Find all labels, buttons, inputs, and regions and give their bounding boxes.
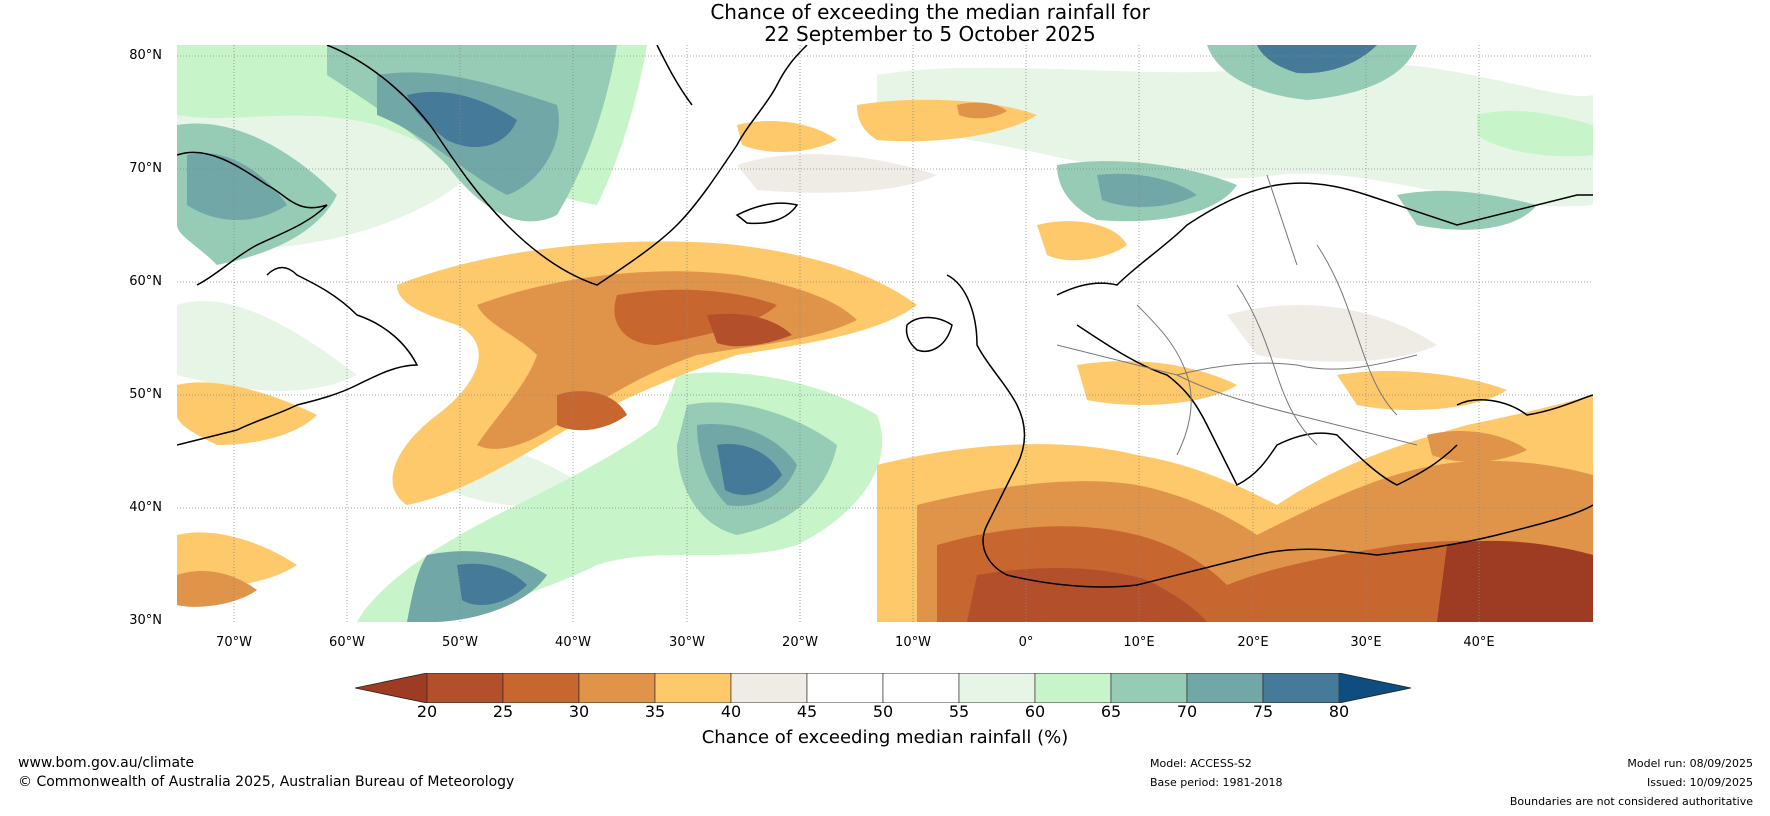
- colorbar-outline: [355, 673, 1412, 703]
- colorbar-segment: [1186, 673, 1264, 703]
- colorbar-tick-label: 40: [720, 702, 742, 721]
- model-text: Model: ACCESS-S2: [1150, 757, 1252, 770]
- latitude-label: 80°N: [129, 48, 162, 63]
- colorbar-segment: [578, 673, 656, 703]
- map-title-line-2: 22 September to 5 October 2025: [764, 22, 1096, 46]
- latitude-label: 50°N: [129, 387, 162, 402]
- colorbar-segment: [1034, 673, 1112, 703]
- colorbar-tick-label: 70: [1176, 702, 1198, 721]
- colorbar-tick-label: 35: [644, 702, 666, 721]
- map-canvas: [177, 45, 1593, 622]
- colorbar-tick-label: 20: [416, 702, 438, 721]
- map-title-line-1: Chance of exceeding the median rainfall …: [710, 0, 1150, 24]
- longitude-label: 30°E: [1350, 635, 1382, 650]
- latitude-label: 40°N: [129, 500, 162, 515]
- colorbar-tick-label: 60: [1024, 702, 1046, 721]
- colorbar-segment: [1110, 673, 1188, 703]
- model-run-text: Model run: 08/09/2025: [1627, 757, 1753, 770]
- colorbar-segment: [806, 673, 884, 703]
- drier-than-normal-areas: [177, 99, 1593, 622]
- colorbar-segment: [502, 673, 580, 703]
- longitude-label: 70°W: [216, 635, 252, 650]
- longitude-label: 10°W: [895, 635, 931, 650]
- colorbar-tick-label: 45: [796, 702, 818, 721]
- copyright-text: © Commonwealth of Australia 2025, Austra…: [18, 774, 515, 790]
- colorbar: [355, 673, 1412, 703]
- longitude-label: 0°: [1018, 635, 1034, 650]
- colorbar-arrow-high: [1339, 673, 1411, 703]
- colorbar-tick-label: 30: [568, 702, 590, 721]
- longitude-label: 50°W: [442, 635, 478, 650]
- base-period-text: Base period: 1981-2018: [1150, 776, 1283, 789]
- national-borders: [1056, 174, 1418, 456]
- graticule: [177, 45, 1593, 622]
- website-text: www.bom.gov.au/climate: [18, 755, 195, 771]
- longitude-label: 20°E: [1237, 635, 1269, 650]
- longitude-label: 30°W: [669, 635, 705, 650]
- colorbar-tick-label: 50: [872, 702, 894, 721]
- colorbar-tick-label: 25: [492, 702, 514, 721]
- latitude-label: 70°N: [129, 161, 162, 176]
- longitude-label: 10°E: [1123, 635, 1155, 650]
- longitude-label: 40°E: [1463, 635, 1495, 650]
- colorbar-segment: [1262, 673, 1340, 703]
- latitude-label: 30°N: [129, 613, 162, 628]
- rainfall-probability-map: [177, 45, 1593, 622]
- colorbar-tick-label: 65: [1100, 702, 1122, 721]
- colorbar-segment: [882, 673, 960, 703]
- colorbar-tick-label: 75: [1252, 702, 1274, 721]
- coastlines: [177, 45, 1593, 588]
- colorbar-tick-label: 80: [1328, 702, 1350, 721]
- colorbar-segment: [426, 673, 504, 703]
- longitude-label: 60°W: [329, 635, 365, 650]
- colorbar-label: Chance of exceeding median rainfall (%): [701, 727, 1069, 748]
- colorbar-segment: [654, 673, 732, 703]
- longitude-label: 40°W: [555, 635, 591, 650]
- issued-text: Issued: 10/09/2025: [1646, 776, 1753, 789]
- latitude-label: 60°N: [129, 274, 162, 289]
- colorbar-segment: [730, 673, 808, 703]
- colorbar-arrow-low: [355, 673, 427, 703]
- wetter-than-normal-areas: [177, 45, 1593, 622]
- colorbar-tick-label: 55: [948, 702, 970, 721]
- colorbar-segment: [958, 673, 1036, 703]
- disclaimer-text: Boundaries are not considered authoritat…: [1509, 795, 1753, 808]
- longitude-label: 20°W: [782, 635, 818, 650]
